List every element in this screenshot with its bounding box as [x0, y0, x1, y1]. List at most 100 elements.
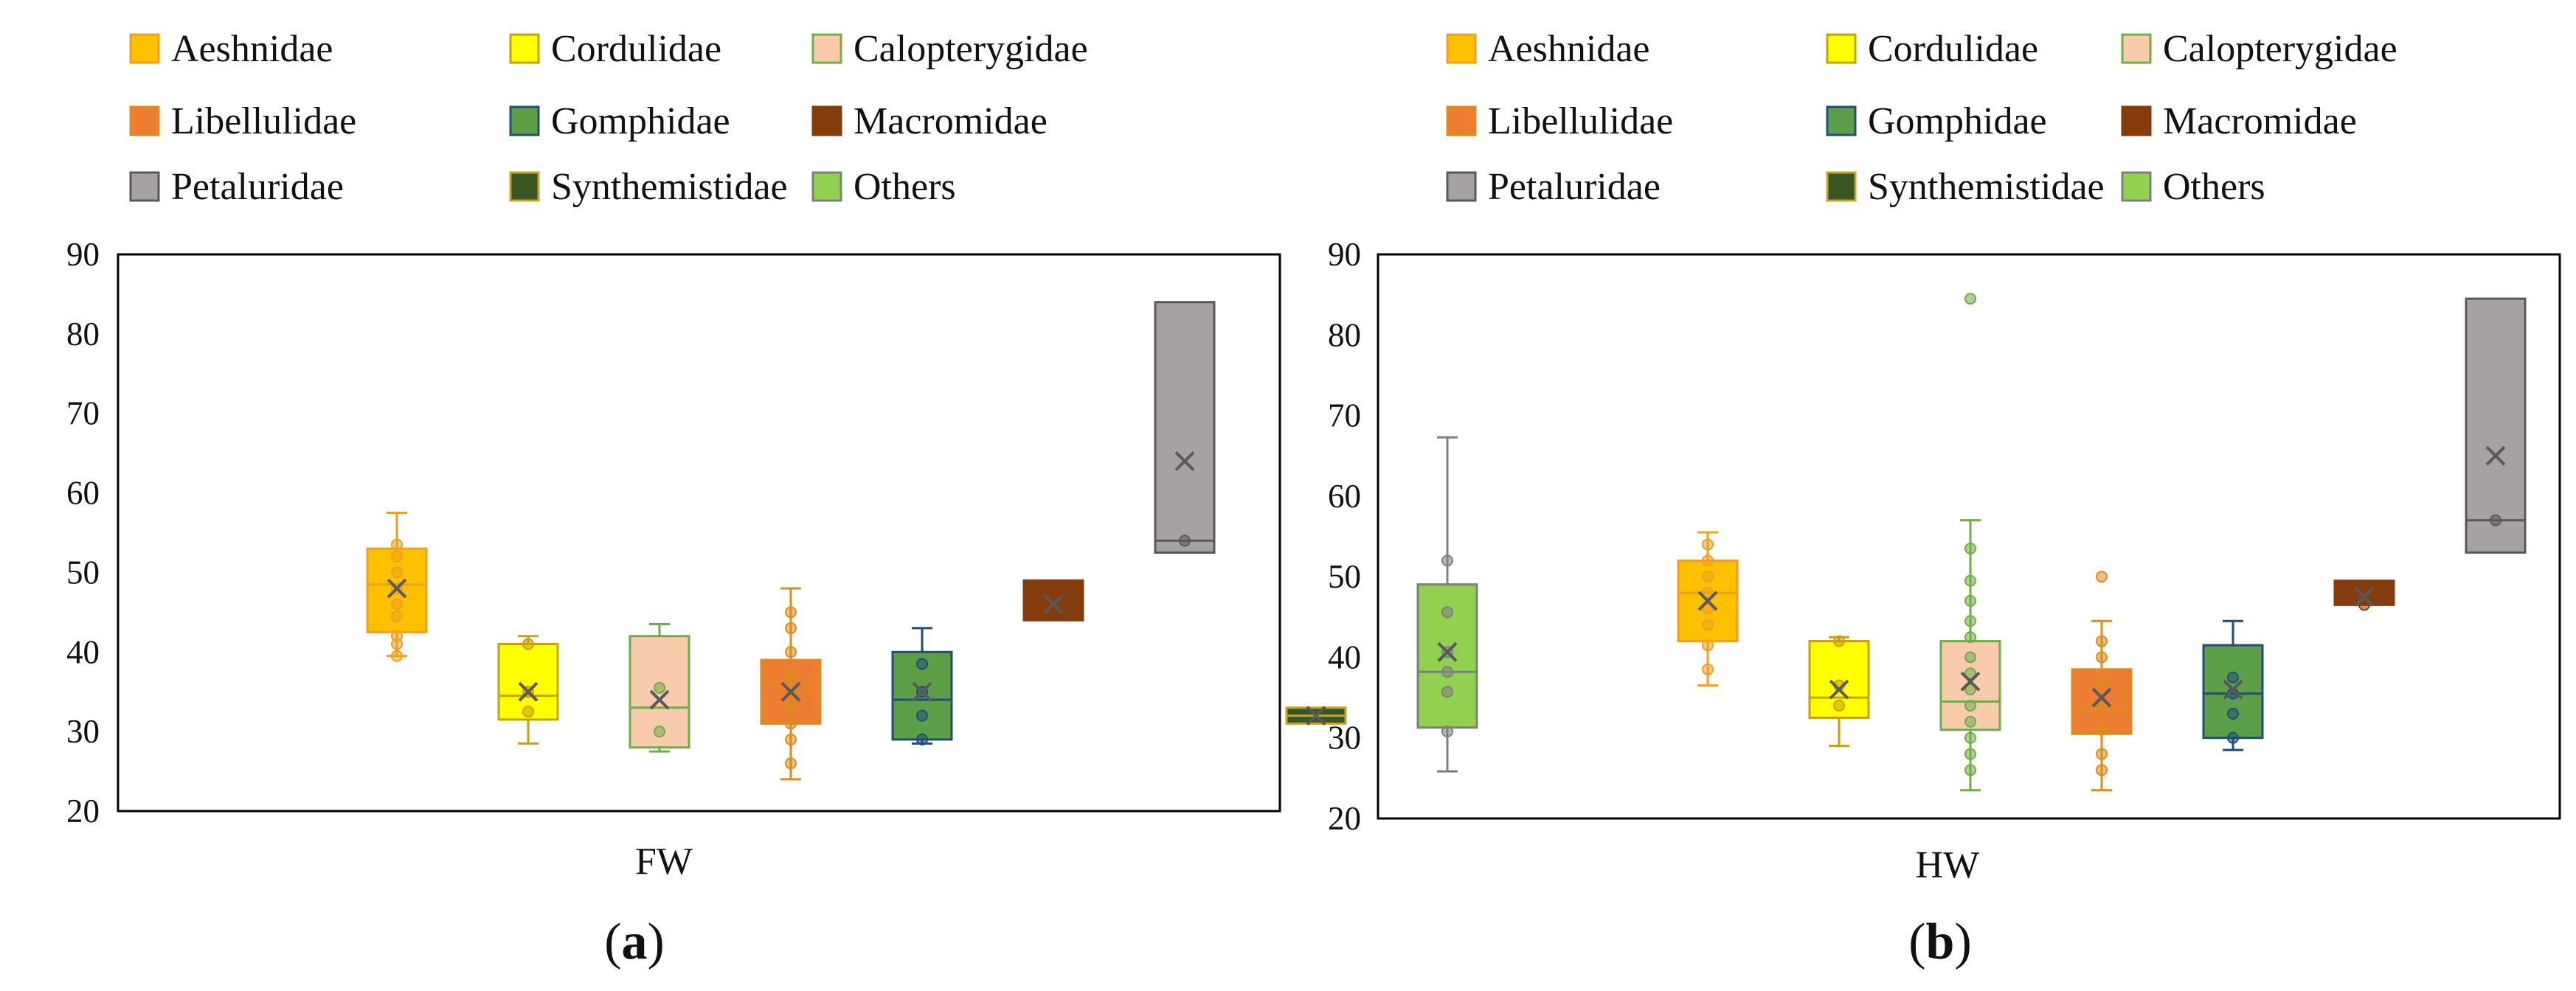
- legend-swatch: [1826, 33, 1857, 64]
- y-tick-label: 90: [1328, 236, 1361, 273]
- data-point: [2227, 671, 2239, 684]
- data-point: [2358, 599, 2370, 611]
- mean-marker: [1174, 451, 1195, 471]
- box-aeshnidae: [366, 512, 428, 662]
- data-point: [1179, 535, 1191, 547]
- data-point: [1441, 554, 1453, 567]
- box-petaluridae: [1154, 301, 1216, 554]
- data-point: [391, 550, 403, 563]
- box-aeshnidae: [1677, 531, 1739, 687]
- y-tick-label: 40: [1328, 639, 1361, 675]
- legend-label: Synthemistidae: [1868, 166, 2105, 208]
- legend-label: Macromidae: [854, 100, 1048, 142]
- data-point: [2227, 731, 2239, 744]
- legend-swatch: [509, 171, 540, 202]
- data-point: [654, 726, 665, 738]
- mean-marker: [780, 681, 801, 702]
- data-point: [916, 658, 928, 670]
- y-tick-label: 50: [66, 554, 100, 591]
- legend-swatch: [1446, 105, 1477, 136]
- box-body: [1154, 301, 1216, 554]
- box-petaluridae: [2465, 297, 2527, 554]
- chart-panel-a: Aeshnidae Cordulidae Calopterygidae Libellu…: [66, 28, 1478, 970]
- data-point: [522, 706, 534, 718]
- mean-marker: [1697, 591, 1718, 611]
- data-point: [2096, 764, 2108, 776]
- data-point: [1702, 619, 1714, 631]
- legend-label: Libellulidae: [1488, 100, 1673, 142]
- box-calopterygidae: [1939, 293, 2001, 792]
- legend-label: Others: [2163, 166, 2265, 208]
- box-libellulidae: [2071, 571, 2133, 792]
- y-tick-label: 90: [66, 236, 100, 273]
- data-point: [1964, 748, 1976, 760]
- chart-panel-b: Aeshnidae Cordulidae Calopterygidae Libellu…: [1328, 28, 2561, 970]
- box-gomphidae: [891, 627, 953, 745]
- data-point: [785, 757, 797, 770]
- legend-label: Others: [854, 166, 956, 208]
- legend-label: Calopterygidae: [854, 28, 1088, 70]
- data-point: [1441, 726, 1453, 738]
- mean-marker: [649, 689, 670, 710]
- y-tick-label: 30: [66, 713, 100, 750]
- legend-swatch: [509, 33, 540, 64]
- data-point: [1964, 542, 1976, 554]
- data-point: [391, 650, 403, 662]
- box-body: [2465, 297, 2527, 554]
- plot-frame: [117, 253, 1281, 813]
- data-point: [2096, 700, 2108, 712]
- legend-label: Cordulidae: [1868, 28, 2038, 70]
- y-tick-label: 60: [1328, 478, 1361, 515]
- data-point: [2490, 514, 2501, 526]
- data-point: [785, 670, 797, 682]
- data-point: [916, 733, 928, 745]
- data-point: [1964, 293, 1976, 305]
- data-point: [785, 717, 797, 730]
- legend-swatch: [811, 171, 842, 202]
- data-point: [654, 681, 665, 694]
- legend-label: Synthemistidae: [551, 166, 788, 208]
- data-point: [2096, 723, 2108, 736]
- legend-label: Gomphidae: [551, 100, 730, 142]
- legend-swatch: [1446, 171, 1477, 202]
- y-tick-label: 20: [66, 793, 100, 830]
- y-tick-label: 50: [1328, 558, 1361, 595]
- mean-marker: [2223, 679, 2243, 700]
- box-gomphidae: [2202, 619, 2264, 751]
- data-point: [391, 538, 403, 551]
- mean-marker: [1437, 641, 1458, 662]
- legend-swatch: [2121, 33, 2152, 64]
- mean-marker: [1043, 594, 1064, 614]
- box-body: [1022, 579, 1084, 622]
- legend-label: Cordulidae: [551, 28, 721, 70]
- legend-swatch: [1826, 171, 1857, 202]
- data-point: [1702, 587, 1714, 599]
- data-point: [522, 638, 534, 650]
- data-point: [1702, 571, 1714, 583]
- data-point: [785, 646, 797, 658]
- mean-marker: [1829, 679, 1849, 700]
- data-point: [1964, 715, 1976, 728]
- y-tick-label: 80: [66, 316, 100, 352]
- y-tick-label: 60: [66, 475, 100, 512]
- data-point: [2096, 651, 2108, 664]
- data-point: [916, 709, 928, 722]
- data-point: [785, 701, 797, 714]
- box-calopterygidae: [629, 623, 690, 753]
- data-point: [391, 610, 403, 622]
- data-point: [2096, 635, 2108, 647]
- legend-swatch: [129, 171, 160, 202]
- mean-marker: [2354, 587, 2375, 607]
- data-point: [785, 733, 797, 745]
- mean-marker: [1960, 671, 1981, 692]
- legend-label: Petaluridae: [1488, 166, 1661, 208]
- x-axis-title: HW: [1916, 844, 1980, 886]
- y-tick-label: 40: [66, 633, 100, 670]
- y-tick-label: 70: [66, 395, 100, 432]
- data-point: [2096, 675, 2108, 688]
- data-point: [1964, 700, 1976, 712]
- panel-label: (b): [1908, 914, 1972, 970]
- legend-swatch: [811, 33, 842, 64]
- legend-label: Gomphidae: [1868, 100, 2047, 142]
- data-point: [1964, 667, 1976, 680]
